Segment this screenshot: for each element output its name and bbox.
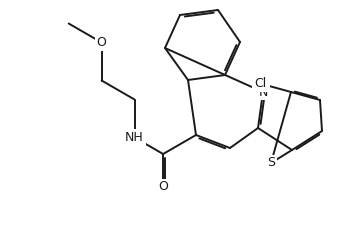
Text: S: S	[267, 156, 275, 169]
Text: NH: NH	[125, 131, 144, 144]
Text: N: N	[258, 85, 268, 98]
Text: Cl: Cl	[254, 77, 266, 90]
Text: O: O	[97, 36, 106, 49]
Text: O: O	[158, 181, 168, 194]
